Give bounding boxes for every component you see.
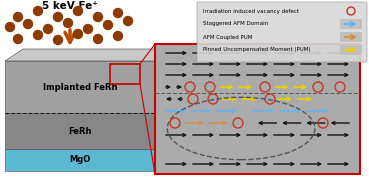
Polygon shape: [155, 101, 173, 149]
Circle shape: [24, 19, 32, 29]
Text: AFM Coupled PUM: AFM Coupled PUM: [203, 35, 252, 40]
Circle shape: [54, 36, 62, 44]
Bar: [5, 149, 155, 171]
Circle shape: [44, 25, 52, 33]
Circle shape: [73, 29, 83, 39]
Bar: [110, 64, 140, 84]
Circle shape: [63, 19, 72, 28]
Circle shape: [54, 12, 62, 22]
Circle shape: [124, 16, 132, 26]
Text: Staggered AFM Domain: Staggered AFM Domain: [203, 22, 268, 26]
Text: Irradiation induced vacancy defect: Irradiation induced vacancy defect: [203, 9, 299, 13]
Circle shape: [14, 12, 23, 22]
Bar: [5, 61, 155, 113]
Text: 5 keV Fe⁺: 5 keV Fe⁺: [42, 1, 98, 11]
Circle shape: [34, 6, 42, 15]
Circle shape: [83, 25, 93, 33]
Bar: [340, 32, 362, 42]
Circle shape: [103, 20, 113, 29]
Bar: [155, 44, 360, 174]
Circle shape: [93, 35, 103, 43]
FancyBboxPatch shape: [197, 2, 367, 62]
Text: MgO: MgO: [69, 156, 91, 164]
Polygon shape: [5, 49, 173, 61]
Circle shape: [93, 12, 103, 22]
Polygon shape: [155, 49, 173, 171]
Circle shape: [114, 9, 123, 18]
Text: Implanted FeRh: Implanted FeRh: [43, 83, 117, 91]
Bar: [5, 113, 155, 149]
Circle shape: [114, 32, 123, 40]
Polygon shape: [155, 137, 173, 171]
Circle shape: [73, 6, 83, 15]
Circle shape: [6, 22, 14, 32]
Circle shape: [34, 30, 42, 40]
Bar: [340, 45, 362, 55]
Text: FeRh: FeRh: [68, 126, 92, 136]
Bar: [340, 19, 362, 29]
Circle shape: [14, 35, 23, 43]
Text: Pinned Uncompensated Moment (PUM): Pinned Uncompensated Moment (PUM): [203, 47, 310, 53]
